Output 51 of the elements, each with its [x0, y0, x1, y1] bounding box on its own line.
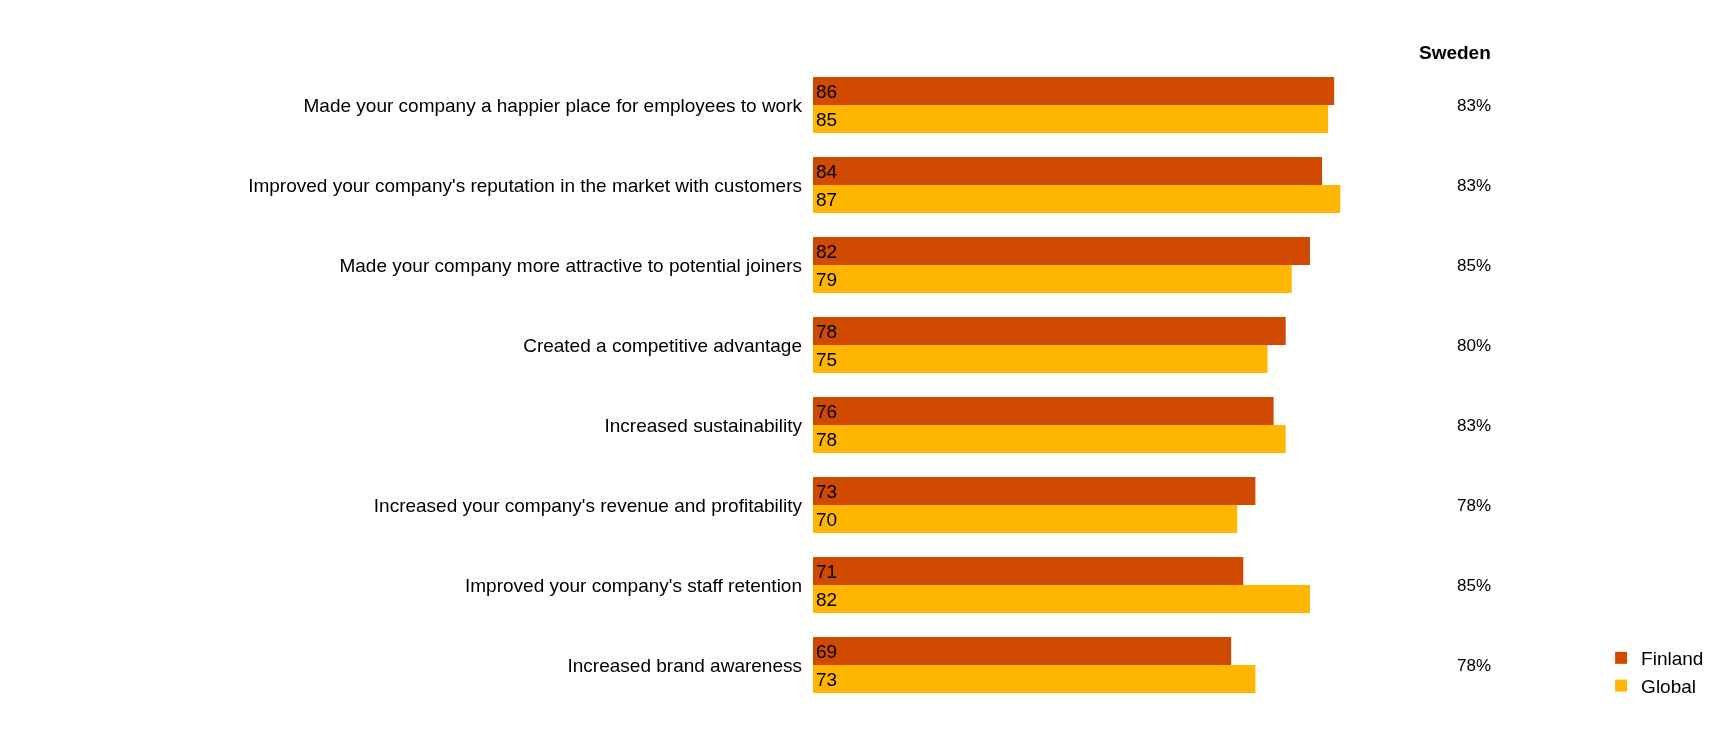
data-label: 73: [816, 480, 838, 502]
text: 83%: [1457, 176, 1492, 195]
data-label: 84: [816, 160, 838, 182]
data-label: 76: [816, 400, 838, 422]
y-tick-label: Increased your company's revenue and profitability: [373, 494, 803, 516]
bar: [813, 505, 1238, 533]
data-label: 85: [816, 108, 838, 130]
y-tick-label: Improved your company's staff retention: [465, 574, 802, 596]
data-label: 78: [816, 320, 838, 342]
y-tick-label: Made your company more attractive to potential joiners: [339, 254, 802, 276]
bar: [813, 637, 1232, 665]
bar: [813, 665, 1256, 693]
text: 85%: [1457, 576, 1492, 595]
bar: [813, 265, 1292, 293]
y-tick-label: Improved your company's reputation in the market with customers: [248, 174, 802, 196]
data-label: 82: [816, 240, 838, 262]
bar: [813, 397, 1274, 425]
y-tick-label: Increased brand awareness: [567, 654, 802, 676]
y-tick-label: Created a competitive advantage: [523, 334, 802, 356]
bar: [813, 425, 1286, 453]
data-label: 78: [816, 428, 838, 450]
bar: [813, 557, 1244, 585]
bar: [813, 317, 1286, 345]
data-label: 82: [816, 588, 838, 610]
bar: [813, 105, 1329, 133]
data-label: 69: [816, 640, 838, 662]
data-label: 87: [816, 188, 838, 210]
text: 78%: [1457, 656, 1492, 675]
data-label: 73: [816, 668, 838, 690]
data-label: 75: [816, 348, 838, 370]
data-label: 71: [816, 560, 838, 582]
text: 83%: [1457, 416, 1492, 435]
data-label: 70: [816, 508, 838, 530]
bar: [813, 345, 1268, 373]
bar: [813, 185, 1341, 213]
y-tick-label: Increased sustainability: [604, 414, 803, 436]
text: 78%: [1457, 496, 1492, 515]
data-label: 86: [816, 80, 838, 102]
data-label: 79: [816, 268, 838, 290]
bar: [813, 77, 1335, 105]
legend-label: Global: [1641, 675, 1697, 697]
bar: [813, 237, 1310, 265]
text: Sweden: [1419, 42, 1491, 63]
legend-label: Finland: [1641, 648, 1704, 670]
bar: [813, 585, 1310, 613]
y-tick-label: Made your company a happier place for employees to work: [303, 94, 803, 116]
text: 80%: [1457, 336, 1492, 355]
text: 83%: [1457, 96, 1492, 115]
text: 85%: [1457, 256, 1492, 275]
bar: [813, 477, 1256, 505]
bar: [813, 157, 1323, 185]
